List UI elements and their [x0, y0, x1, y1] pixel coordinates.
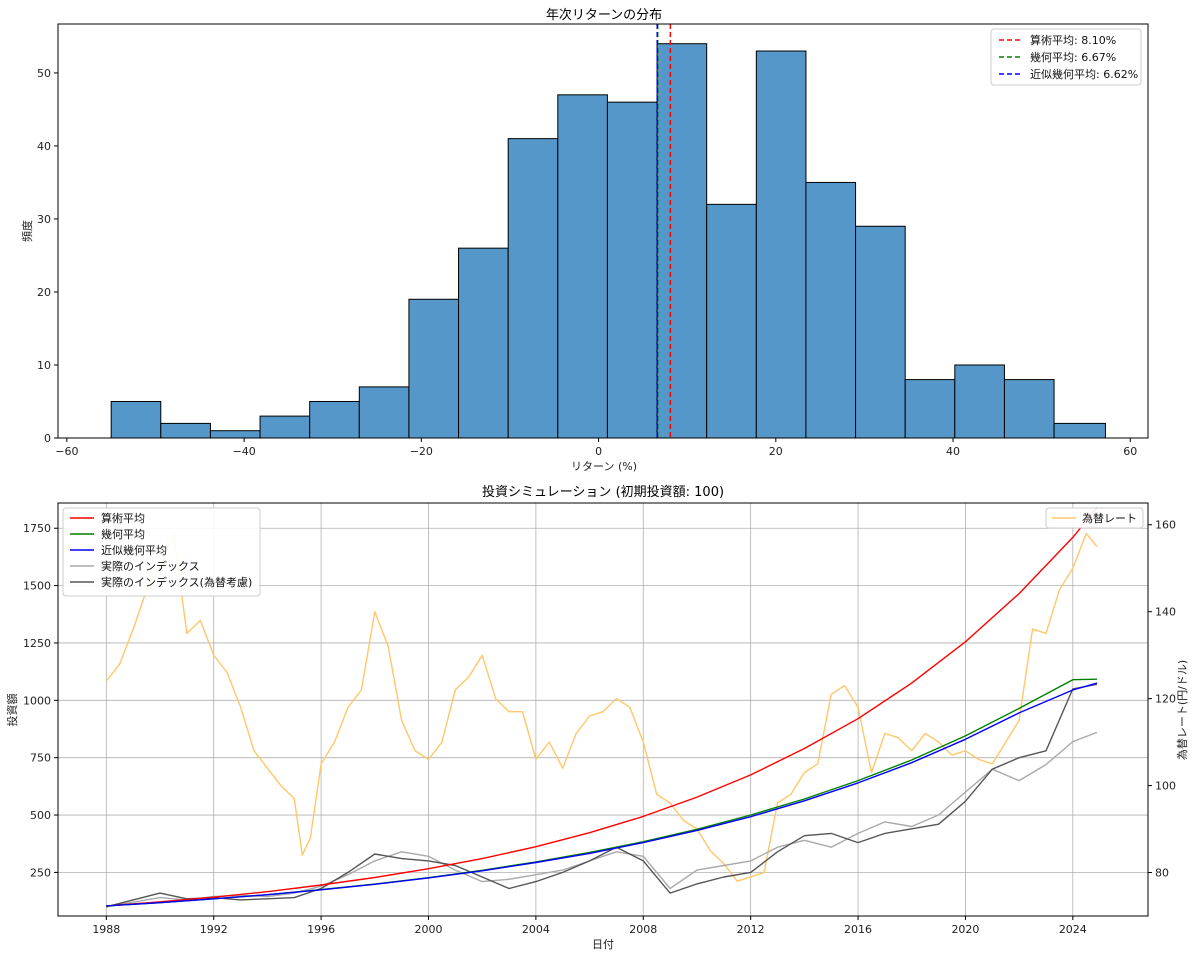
y-tick-label: 50	[37, 67, 51, 80]
histogram-bar	[209, 430, 261, 439]
y-tick-label: 1000	[23, 694, 51, 707]
histogram-y-axis: 0 10 20 30 40 50	[37, 67, 58, 445]
index-series	[106, 731, 1098, 908]
x-tick-label: −20	[410, 445, 433, 458]
histogram-plot-frame	[57, 23, 1149, 439]
histogram-bar	[358, 386, 410, 439]
simulation-y-axis-label-right: 為替レート(円/ドル)	[1175, 660, 1189, 760]
y-tick-label: 1250	[23, 637, 51, 650]
y-tick-label: 40	[37, 140, 51, 153]
x-tick-label: 2016	[844, 923, 872, 936]
y-right-tick-label: 80	[1155, 867, 1169, 880]
histogram-bar	[160, 422, 211, 439]
y-right-tick-label: 100	[1155, 780, 1176, 793]
histogram-bar	[309, 400, 360, 439]
x-tick-label: 2012	[737, 923, 765, 936]
simulation-legend-box	[62, 507, 261, 597]
histogram-bar	[954, 364, 1005, 439]
simulation-legend-right: 為替レート	[1045, 507, 1144, 529]
x-tick-label: 2008	[629, 923, 657, 936]
legend-label-sim-arith: 算術平均	[101, 511, 145, 525]
histogram-bar	[458, 247, 509, 439]
histogram-bar	[855, 225, 906, 439]
simulation-series	[105, 507, 1098, 908]
y-tick-label: 500	[30, 809, 51, 822]
x-tick-label: 2024	[1059, 923, 1087, 936]
y-right-tick-label: 160	[1155, 519, 1176, 532]
x-tick-label: 60	[1123, 445, 1137, 458]
simulation-x-axis-label: 日付	[592, 938, 614, 951]
x-tick-label: 2020	[951, 923, 979, 936]
x-tick-label: 1992	[200, 923, 228, 936]
fx-rate-series	[105, 532, 1098, 882]
histogram-bar	[606, 101, 658, 439]
simulation-x-axis: 1988 1992 1996 2000 2004 2008 2012 2016 2020 2024	[92, 916, 1087, 936]
x-tick-label: 40	[946, 445, 960, 458]
x-tick-label: 2004	[522, 923, 550, 936]
simulation-plot-frame	[57, 502, 1149, 917]
simulation-y-axis-right: 80 100 120 140 160	[1148, 519, 1176, 880]
histogram-chart: 年次リターンの分布 −60 −40 −20 0 20 40 60 0 10 20 30 40 50 リ…	[20, 7, 1149, 473]
approx-geo-mean-series	[106, 682, 1098, 907]
histogram-bar	[557, 94, 608, 439]
y-right-tick-label: 120	[1155, 693, 1176, 706]
simulation-legend-left: 算術平均 幾何平均 近似幾何平均 実際のインデックス 実際のインデックス(為替考…	[62, 507, 261, 597]
legend-label-sim-approx-geo: 近似幾何平均	[101, 544, 167, 557]
histogram-x-axis-label: リターン (%)	[571, 460, 637, 473]
y-tick-label: 750	[30, 752, 51, 765]
x-tick-label: 1996	[307, 923, 335, 936]
histogram-bar	[110, 400, 162, 439]
legend-label-sim-geo: 幾何平均	[101, 528, 145, 541]
simulation-legend-right-box	[1045, 507, 1144, 529]
y-tick-label: 30	[37, 213, 51, 226]
legend-label-arith-mean: 算術平均: 8.10%	[1030, 33, 1116, 47]
simulation-chart: 投資シミュレーション (初期投資額: 100) 1988 1992 1996 2000…	[5, 484, 1189, 951]
histogram-legend-box	[990, 28, 1142, 86]
histogram-bar	[1053, 422, 1106, 439]
histogram-legend: 算術平均: 8.10% 幾何平均: 6.67% 近似幾何平均: 6.62%	[990, 28, 1142, 86]
x-tick-label: −60	[55, 445, 78, 458]
y-tick-label: 1750	[23, 522, 51, 535]
histogram-mean-lines	[656, 24, 672, 438]
x-tick-label: 1988	[92, 923, 120, 936]
histogram-y-axis-label: 頻度	[20, 220, 34, 242]
y-tick-label: 0	[44, 432, 51, 445]
histogram-bar	[904, 379, 956, 439]
histogram-bar	[259, 415, 311, 439]
simulation-y-axis-left: 250 500 750 1000 1250 1500 1750	[23, 522, 58, 879]
y-tick-label: 20	[37, 286, 51, 299]
index-fx-series	[106, 683, 1098, 908]
y-tick-label: 250	[30, 866, 51, 879]
legend-label-fx-rate: 為替レート	[1082, 511, 1137, 525]
histogram-bar	[1003, 379, 1055, 439]
histogram-bars	[110, 43, 1106, 439]
simulation-title: 投資シミュレーション (初期投資額: 100)	[482, 484, 724, 500]
histogram-bar	[805, 181, 857, 439]
histogram-bar	[408, 298, 460, 439]
histogram-bar	[507, 138, 559, 439]
y-tick-label: 10	[37, 359, 51, 372]
x-tick-label: 20	[769, 445, 783, 458]
histogram-bar	[706, 203, 757, 439]
y-tick-label: 1500	[23, 580, 51, 593]
histogram-x-axis: −60 −40 −20 0 20 40 60	[55, 438, 1137, 458]
legend-label-sim-index: 実際のインデックス	[101, 559, 200, 573]
legend-label-geo-mean: 幾何平均: 6.67%	[1030, 51, 1116, 64]
x-tick-label: 0	[595, 445, 602, 458]
legend-label-sim-index-fx: 実際のインデックス(為替考慮)	[101, 575, 252, 589]
histogram-title: 年次リターンの分布	[546, 7, 662, 23]
arith-mean-series	[106, 507, 1098, 907]
histogram-bar	[755, 50, 807, 439]
y-right-tick-label: 140	[1155, 606, 1176, 619]
legend-label-approx-geo-mean: 近似幾何平均: 6.62%	[1030, 68, 1138, 81]
histogram-bar	[656, 43, 708, 439]
simulation-y-axis-label-left: 投資額	[5, 694, 19, 727]
x-tick-label: −40	[232, 445, 255, 458]
x-tick-label: 2000	[414, 923, 442, 936]
